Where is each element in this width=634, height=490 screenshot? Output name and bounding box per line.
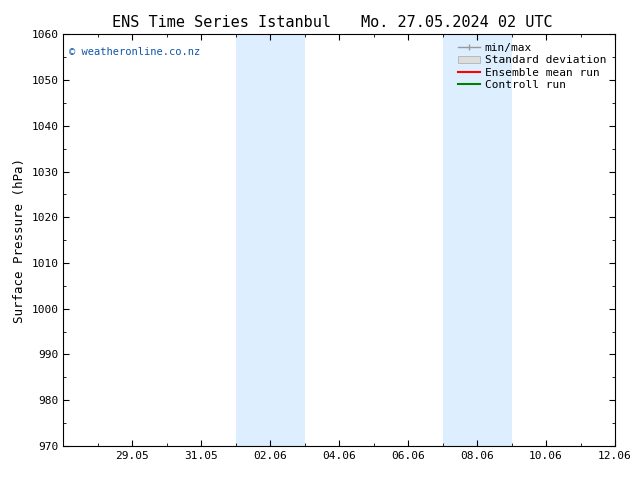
Y-axis label: Surface Pressure (hPa): Surface Pressure (hPa) — [13, 158, 26, 322]
Legend: min/max, Standard deviation, Ensemble mean run, Controll run: min/max, Standard deviation, Ensemble me… — [455, 40, 609, 93]
Text: ENS Time Series Istanbul: ENS Time Series Istanbul — [112, 15, 332, 30]
Bar — [236, 34, 305, 446]
Text: Mo. 27.05.2024 02 UTC: Mo. 27.05.2024 02 UTC — [361, 15, 552, 30]
Text: © weatheronline.co.nz: © weatheronline.co.nz — [69, 47, 200, 57]
Bar — [443, 34, 512, 446]
